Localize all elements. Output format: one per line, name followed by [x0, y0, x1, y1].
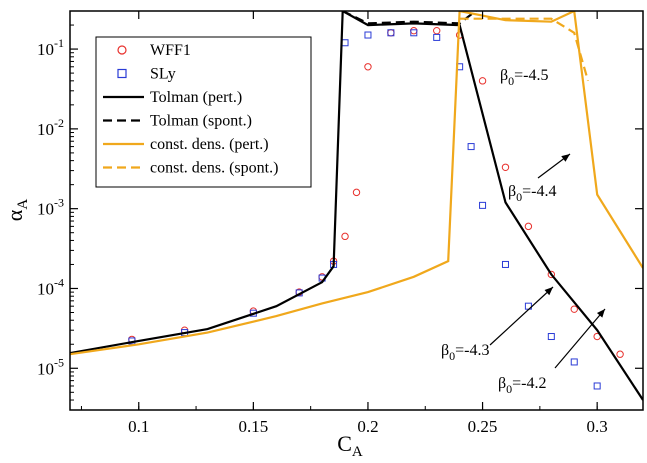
- legend-box: [95, 36, 312, 188]
- legend-marker: [117, 45, 127, 55]
- wff1-point: [352, 188, 361, 197]
- sly-point: [467, 143, 475, 151]
- legend-item: const. dens. (pert.): [103, 136, 269, 153]
- wff1-point: [410, 26, 418, 35]
- beta-label: β0=-4.4: [508, 183, 557, 204]
- legend-label: SLy: [150, 66, 176, 83]
- sly-point: [387, 29, 395, 37]
- series-line: [342, 11, 477, 25]
- sly-point: [479, 201, 487, 209]
- beta-annotation: β0=-4.5: [500, 67, 549, 88]
- beta-label: β0=-4.5: [500, 67, 549, 88]
- series-line: [459, 17, 590, 82]
- sly-point: [341, 39, 349, 47]
- y-tick-label: 10-4: [37, 275, 64, 298]
- axes: 0.1 0.15 0.2 0.25 0.3 10-5 10-4 10-3 10-2 10-1: [37, 11, 643, 436]
- wff1-point: [433, 26, 441, 35]
- legend-marker: [117, 68, 127, 79]
- axis-titles: CA αA: [2, 199, 363, 460]
- wff1-point: [570, 305, 578, 313]
- wff1-point: [364, 63, 372, 71]
- sly-point: [410, 29, 418, 37]
- annotation-arrowhead: [561, 154, 570, 162]
- wff1-point: [524, 222, 533, 231]
- x-tick-label: 0.25: [468, 417, 498, 436]
- legend-item: SLy: [117, 66, 176, 83]
- legend-item: const. dens. (spont.): [103, 160, 278, 177]
- legend-label: Tolman (pert.): [150, 89, 242, 106]
- sly-point: [570, 358, 578, 366]
- sly-point: [501, 260, 509, 268]
- x-axis-title: CA: [337, 431, 363, 460]
- plot-frame: [69, 10, 644, 411]
- legend-item: WFF1: [117, 42, 191, 59]
- legend-label: const. dens. (pert.): [150, 136, 269, 153]
- annotation-arrowhead: [596, 309, 605, 318]
- legend-item: Tolman (spont.): [103, 113, 252, 130]
- beta-label: β0=-4.2: [498, 375, 547, 396]
- beta-label: β0=-4.3: [441, 342, 490, 363]
- legend: WFF1 SLy Tolman (pert.) Tolman (spont.) cons…: [95, 36, 312, 188]
- wff1-point: [387, 29, 395, 37]
- y-tick-label: 10-1: [37, 36, 64, 59]
- series-line: [70, 11, 643, 356]
- annotation-arrow: [489, 286, 554, 346]
- legend-item: Tolman (pert.): [103, 89, 242, 106]
- legend-label: const. dens. (spont.): [150, 160, 278, 177]
- wff1-point: [501, 163, 510, 171]
- sly-point: [547, 333, 555, 341]
- x-tick-label: 0.15: [238, 417, 268, 436]
- legend-label: WFF1: [150, 42, 191, 59]
- x-tick-label: 0.2: [357, 417, 378, 436]
- y-tick-label: 10-3: [37, 196, 64, 219]
- annotations: β0=-4.5 β0=-4.4 β0=-4.3 β0=-4.2: [441, 67, 606, 396]
- wff1-point: [478, 77, 487, 85]
- y-axis-title: αA: [2, 199, 31, 222]
- beta-annotation: β0=-4.3: [441, 286, 554, 363]
- sly-point: [433, 33, 441, 41]
- y-tick-label: 10-5: [37, 355, 64, 378]
- annotation-arrowhead: [544, 287, 553, 296]
- sly-point: [593, 382, 601, 390]
- beta-annotation: β0=-4.2: [498, 308, 606, 396]
- sly-point: [364, 31, 372, 39]
- legend-label: Tolman (spont.): [150, 113, 252, 130]
- y-tick-label: 10-2: [37, 116, 64, 139]
- beta-annotation: β0=-4.4: [508, 153, 571, 204]
- wff1-point: [341, 232, 349, 241]
- x-tick-label: 0.1: [128, 417, 149, 436]
- annotation-arrow: [554, 308, 606, 369]
- wff1-point: [616, 350, 624, 358]
- wff1-point: [547, 270, 556, 279]
- plot-area: [70, 11, 643, 401]
- x-tick-label: 0.3: [587, 417, 608, 436]
